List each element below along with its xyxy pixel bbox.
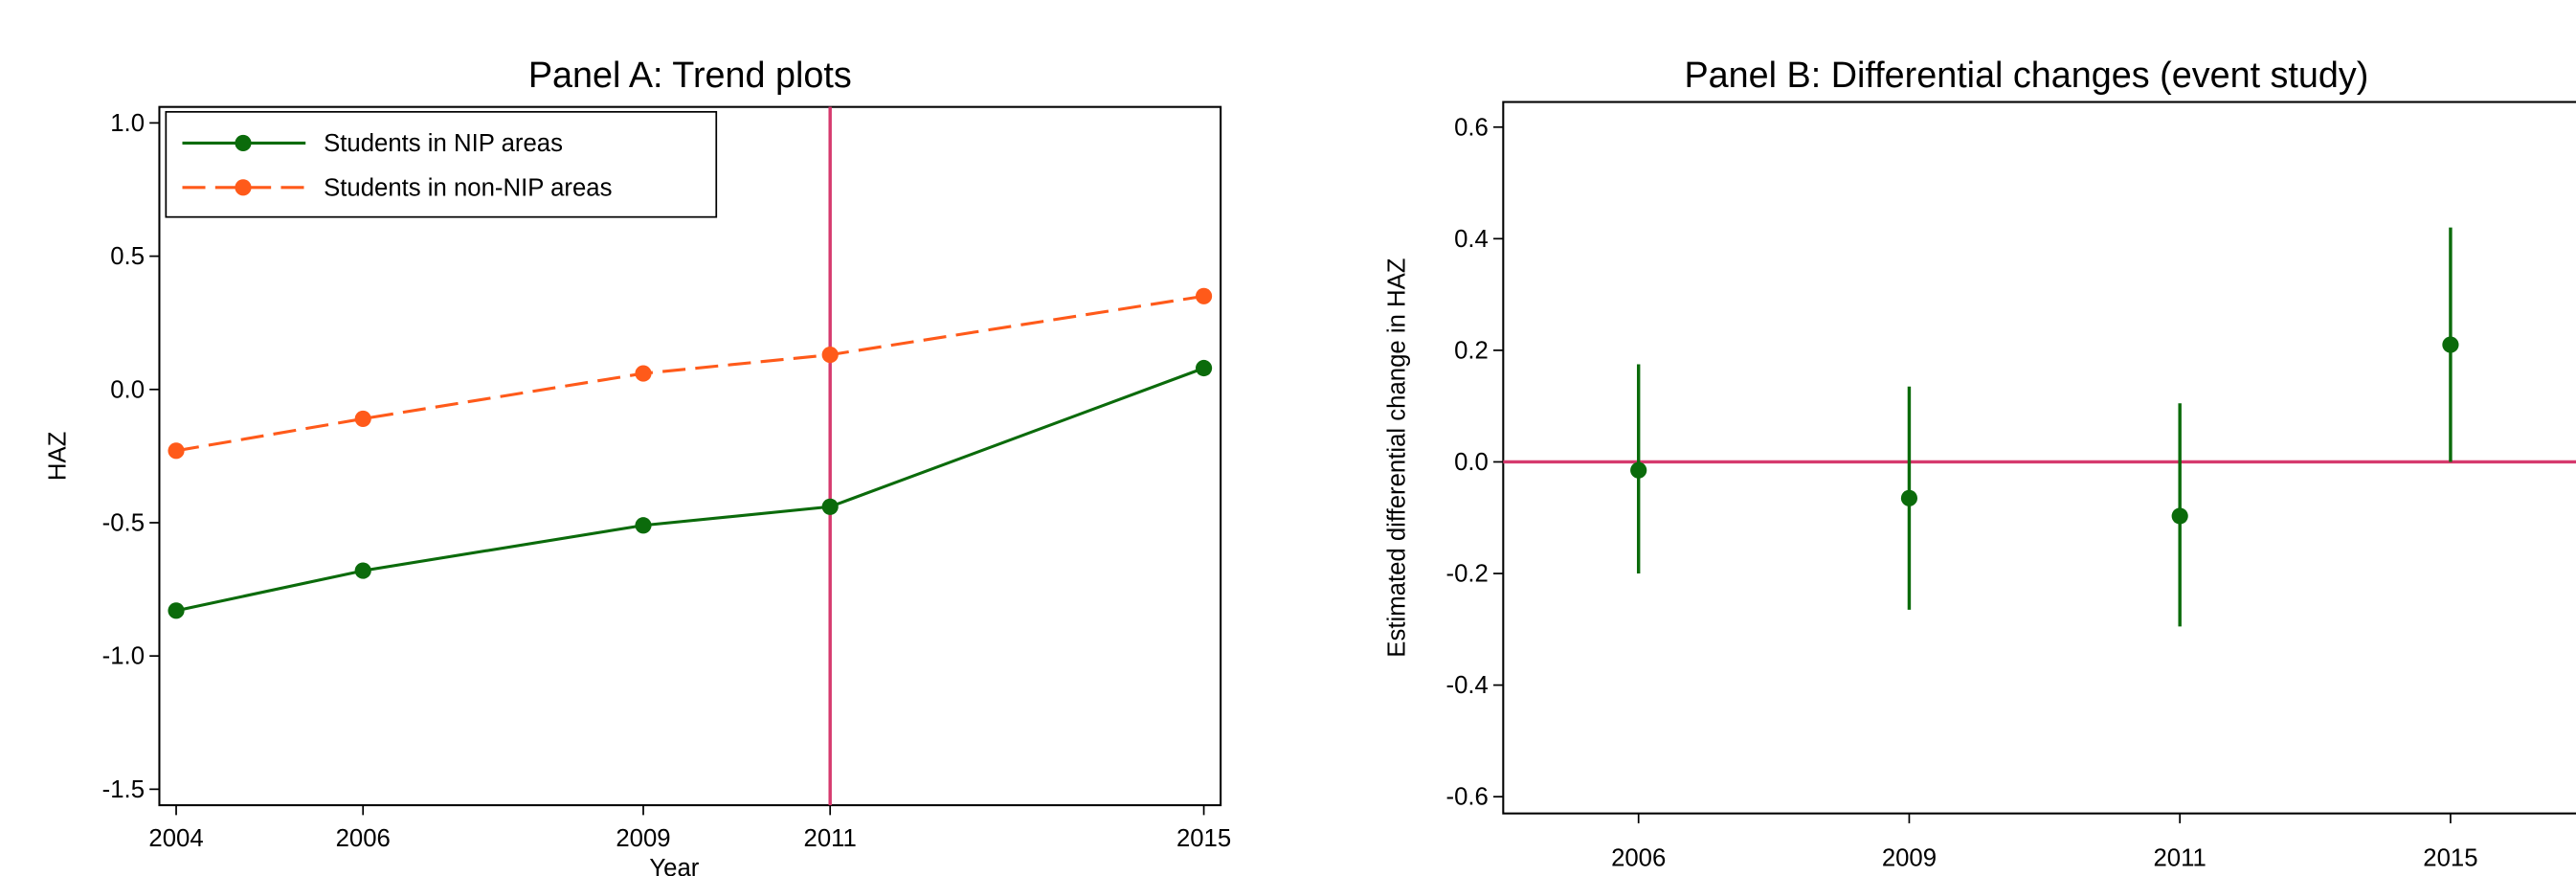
point <box>635 365 652 382</box>
y-tick-label: 0.5 <box>110 243 145 270</box>
y-tick-label: 0.6 <box>1454 114 1489 141</box>
point <box>354 410 371 427</box>
legend-marker <box>235 179 252 196</box>
y-tick-label: -0.5 <box>102 510 145 537</box>
x-axis-label: Year <box>649 855 699 876</box>
y-axis-label: HAZ <box>45 432 72 481</box>
legend-box <box>165 110 718 218</box>
line <box>175 294 1204 453</box>
y-tick-label: 0.0 <box>110 376 145 403</box>
x-tick-label: 2015 <box>2423 845 2477 872</box>
chart-title: Panel B: Differential changes (event stu… <box>1685 55 2369 95</box>
y-tick-label: 0.0 <box>1454 449 1489 476</box>
x-tick-label: 2011 <box>804 825 857 852</box>
legend-label: Students in NIP areas <box>324 130 563 157</box>
point <box>821 498 839 515</box>
y-tick-label: -0.4 <box>1446 672 1489 699</box>
y-axis-label: Estimated differential change in HAZ <box>1383 258 1410 657</box>
point <box>1195 287 1213 304</box>
point <box>2442 336 2459 353</box>
y-tick-label: -0.2 <box>1446 561 1489 588</box>
x-tick-label: 2006 <box>1611 845 1666 872</box>
plot-frame <box>158 105 1222 807</box>
legend-label: Students in non-NIP areas <box>324 174 612 201</box>
legend-marker <box>235 134 252 152</box>
x-tick-label: 2006 <box>336 825 391 852</box>
y-tick-label: 0.4 <box>1454 226 1489 253</box>
y-tick-label: 0.2 <box>1454 337 1489 364</box>
plot-frame <box>1502 101 2576 815</box>
line <box>175 367 1205 613</box>
y-tick-label: 1.0 <box>110 110 145 137</box>
y-tick-label: -1.5 <box>102 776 145 803</box>
point <box>1195 359 1213 377</box>
chart-title: Panel A: Trend plots <box>528 55 852 95</box>
point <box>168 602 185 619</box>
x-tick-label: 2009 <box>616 825 670 852</box>
panel: Panel A: Trend plots 1.0 0.5 0.0 -0.5 -1.0 -1.… <box>45 55 1232 876</box>
x-tick-label: 2009 <box>1882 845 1937 872</box>
y-tick-label: -0.6 <box>1446 784 1489 811</box>
y-tick-label: -1.0 <box>102 643 145 670</box>
point <box>168 442 185 460</box>
panel: Panel B: Differential changes (event stu… <box>1383 55 2576 872</box>
point <box>1630 461 1647 479</box>
point <box>635 517 652 534</box>
point <box>2171 507 2188 525</box>
x-tick-label: 2011 <box>2154 845 2206 872</box>
point <box>821 347 839 364</box>
x-tick-label: 2015 <box>1176 825 1231 852</box>
x-tick-label: 2004 <box>148 825 203 852</box>
point <box>354 562 371 579</box>
point <box>1900 489 1918 506</box>
